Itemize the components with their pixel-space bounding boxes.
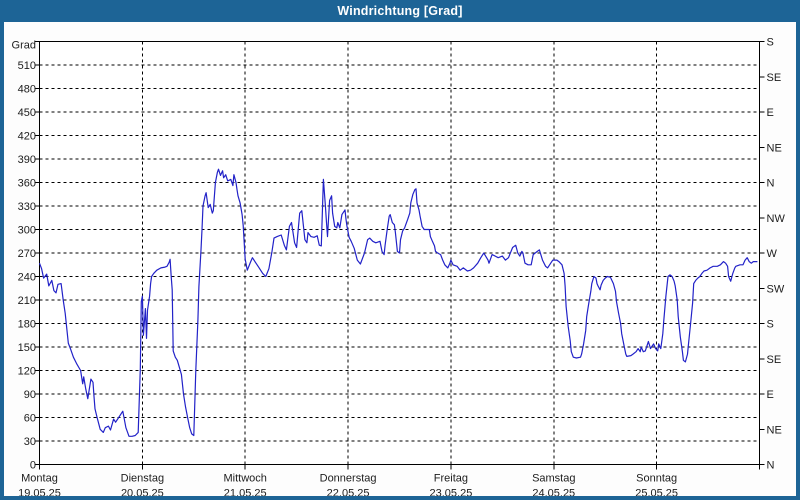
compass-label: SW: [767, 283, 785, 295]
compass-label: W: [767, 248, 778, 260]
compass-label: NE: [767, 424, 782, 436]
day-date-label: 25.05.25: [635, 488, 678, 497]
y-left-label: 30: [24, 436, 36, 448]
day-date-label: 19.05.25: [18, 488, 61, 497]
day-name-label: Sonntag: [636, 473, 677, 485]
y-left-label: 510: [18, 60, 36, 72]
y-left-label: 60: [24, 413, 36, 425]
wind-direction-line-chart: 0 30 60 90 120 150 180 210 240 270 300 330 360 390 420…: [12, 37, 786, 497]
compass-label: NE: [767, 142, 782, 154]
y-left-label: 90: [24, 389, 36, 401]
wind-direction-series-line: [38, 168, 758, 437]
compass-label: E: [767, 389, 774, 401]
day-name-label: Samstag: [532, 473, 575, 485]
y-left-label: 180: [18, 319, 36, 331]
day-name-label: Mittwoch: [224, 473, 267, 485]
compass-label: SE: [767, 354, 782, 366]
day-date-label: 23.05.25: [430, 488, 473, 497]
compass-label: NW: [767, 213, 786, 225]
day-date-label: 22.05.25: [327, 488, 370, 497]
y-left-label: 480: [18, 84, 36, 96]
y-left-label: 450: [18, 107, 36, 119]
day-name-label: Freitag: [434, 473, 468, 485]
y-left-label: 420: [18, 131, 36, 143]
compass-label: E: [767, 107, 774, 119]
compass-label: S: [767, 319, 774, 331]
y-left-label: 240: [18, 272, 36, 284]
compass-label: N: [767, 178, 775, 190]
y-left-label: 360: [18, 178, 36, 190]
day-name-label: Montag: [21, 473, 58, 485]
day-name-label: Donnerstag: [320, 473, 377, 485]
compass-label: SE: [767, 72, 782, 84]
y-left-label: 390: [18, 154, 36, 166]
day-date-label: 21.05.25: [224, 488, 267, 497]
y-left-label: 270: [18, 248, 36, 260]
y-left-label: 330: [18, 201, 36, 213]
y-left-label: 0: [30, 460, 36, 472]
y-left-label: 210: [18, 295, 36, 307]
y-axis-unit-label: Grad: [12, 40, 36, 52]
day-date-label: 24.05.25: [532, 488, 575, 497]
y-left-label: 120: [18, 366, 36, 378]
day-name-label: Dienstag: [121, 473, 164, 485]
title-bar: Windrichtung [Grad]: [4, 0, 796, 22]
day-date-label: 20.05.25: [121, 488, 164, 497]
compass-label: S: [767, 37, 774, 49]
compass-label: N: [767, 460, 775, 472]
y-left-label: 300: [18, 225, 36, 237]
chart-title: Windrichtung [Grad]: [337, 4, 463, 18]
y-left-label: 150: [18, 342, 36, 354]
